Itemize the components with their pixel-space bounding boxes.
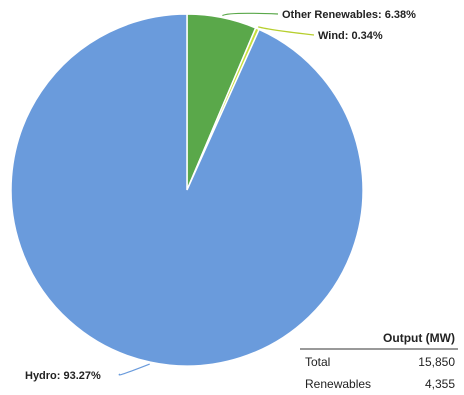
- output-table: Output (MW) Total 15,850 Renewables 4,35…: [300, 331, 458, 391]
- pie-slices: [10, 13, 364, 367]
- slice-label-other-renewables: Other Renewables: 6.38%: [282, 9, 416, 21]
- table-row-total-label: Total: [305, 355, 330, 369]
- table-header: Output (MW): [383, 331, 455, 345]
- table-row-total-value: 15,850: [418, 355, 455, 369]
- table-row-renewables-value: 4,355: [425, 377, 455, 391]
- slice-label-hydro: Hydro: 93.27%: [25, 370, 101, 382]
- slice-label-wind: Wind: 0.34%: [318, 30, 383, 42]
- leader-line-other-renewables: [222, 12, 279, 17]
- table-row-renewables-label: Renewables: [305, 377, 371, 391]
- leader-line-wind: [258, 26, 315, 36]
- leader-lines: [118, 12, 315, 376]
- pie-slice-hydro: [10, 13, 364, 367]
- leader-line-hydro: [118, 363, 150, 376]
